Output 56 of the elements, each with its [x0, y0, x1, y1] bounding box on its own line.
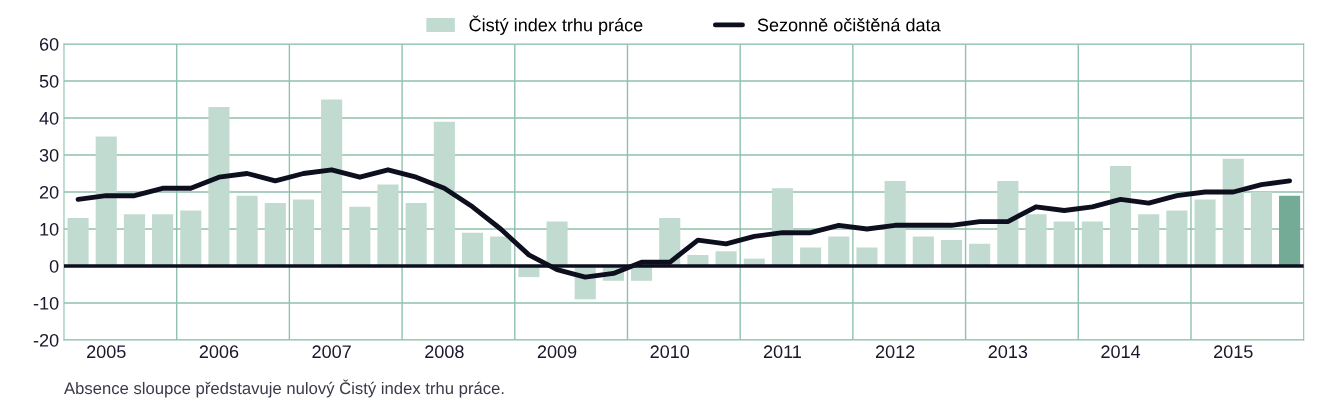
- bar: [940, 240, 963, 266]
- text: Absence sloupce představuje nulový Čistý index trhu práce.: [64, 379, 504, 398]
- bar: [152, 214, 174, 266]
- bar: [828, 236, 850, 266]
- bar: [912, 236, 934, 266]
- bar: [1250, 192, 1272, 266]
- bar: [1166, 210, 1188, 266]
- bar: [1109, 166, 1132, 266]
- x-tick-label: 2011: [763, 345, 801, 359]
- bar: [1053, 221, 1075, 266]
- y-tick-label: -20: [33, 333, 59, 347]
- bar: [546, 221, 568, 266]
- bar: [67, 217, 89, 266]
- y-tick-label: 10: [40, 222, 59, 236]
- bar: [349, 206, 371, 266]
- y-tick-label: 60: [39, 37, 59, 51]
- x-tick-label: 2012: [875, 345, 915, 359]
- bar: [884, 180, 906, 266]
- bar: [490, 236, 512, 266]
- bar: [405, 203, 427, 266]
- bar: [321, 99, 343, 266]
- bar: [1025, 214, 1047, 266]
- bar: [208, 106, 230, 266]
- bar: [180, 210, 202, 266]
- x-tick-label: 2008: [425, 345, 464, 359]
- x-tick-label: 2009: [537, 345, 577, 359]
- y-tick-label: 40: [39, 111, 59, 125]
- x-tick-label: 2005: [87, 345, 126, 359]
- y-tick-label: -10: [33, 296, 59, 310]
- x-tick-label: 2015: [1214, 345, 1253, 359]
- x-tick-label: 2006: [199, 345, 239, 359]
- bar: [1138, 214, 1160, 266]
- x-tick-label: 2013: [988, 345, 1028, 359]
- bar: [969, 243, 991, 266]
- x-tick-label: 2014: [1101, 345, 1141, 359]
- y-tick-label: 50: [39, 74, 59, 88]
- legend-label: Čistý index trhu práce: [469, 15, 643, 35]
- bar: [433, 121, 455, 266]
- bar: [997, 180, 1019, 266]
- bar: [1194, 199, 1216, 266]
- bar: [292, 199, 315, 266]
- bar: [236, 195, 258, 266]
- x-tick-label: 2010: [650, 345, 690, 359]
- bar: [1222, 158, 1244, 266]
- y-tick-label: 0: [49, 259, 59, 273]
- y-tick-label: 30: [39, 148, 59, 162]
- bar: [1279, 195, 1301, 266]
- bar: [95, 136, 117, 266]
- y-tick-label: 20: [39, 185, 59, 199]
- legend-label: Sezonně očištěná data: [757, 17, 941, 32]
- x-tick-label: 2007: [312, 345, 351, 359]
- bar: [1081, 221, 1103, 266]
- bar: [123, 214, 145, 266]
- bar: [461, 232, 484, 266]
- bar: [264, 203, 286, 266]
- bar: [377, 184, 399, 266]
